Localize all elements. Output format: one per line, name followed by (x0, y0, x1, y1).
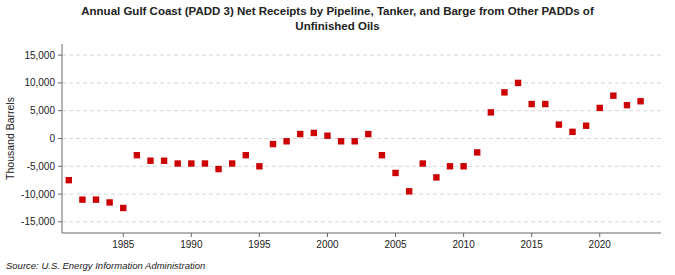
point (270, 141, 276, 147)
x-tick (191, 233, 192, 237)
point (433, 174, 439, 180)
x-tick-label: 1985 (112, 239, 135, 250)
source: Source: U.S. Energy Information Administ… (6, 260, 205, 271)
y-tick-label: -15,000 (21, 216, 55, 227)
point (93, 196, 99, 202)
point (66, 177, 72, 183)
y-tick (58, 55, 62, 56)
grid-line (62, 166, 661, 167)
point (528, 101, 534, 107)
title: Annual Gulf Coast (PADD 3) Net Receipts … (81, 5, 594, 17)
point (106, 199, 112, 205)
y-tick (58, 194, 62, 195)
point (297, 131, 303, 137)
y-tick (58, 221, 62, 222)
point (637, 98, 643, 104)
point (202, 160, 208, 166)
point (624, 102, 630, 108)
x-tick-label: 1990 (180, 239, 203, 250)
y-tick (58, 138, 62, 139)
point (188, 160, 194, 166)
x-tick-label: 2000 (316, 239, 339, 250)
y-tick-label: 10,000 (24, 77, 55, 88)
y-tick (58, 82, 62, 83)
grid-line (62, 194, 661, 195)
point (338, 138, 344, 144)
point (256, 163, 262, 169)
y-axis-line (62, 44, 63, 233)
point (406, 188, 412, 194)
point (79, 196, 85, 202)
y-tick (58, 110, 62, 111)
point (542, 101, 548, 107)
x-tick (327, 233, 328, 237)
x-tick-label: 1995 (248, 239, 271, 250)
y-tick-label: 0 (49, 133, 55, 144)
title: Unfinished Oils (295, 20, 379, 32)
x-tick (259, 233, 260, 237)
point (460, 163, 466, 169)
point (175, 160, 181, 166)
point (379, 152, 385, 158)
point (311, 130, 317, 136)
x-tick (531, 233, 532, 237)
point (215, 166, 221, 172)
grid-line (62, 110, 661, 111)
x-tick-label: 2005 (384, 239, 407, 250)
grid-line (62, 138, 661, 139)
point (488, 109, 494, 115)
y-tick-label: 15,000 (24, 50, 55, 61)
x-tick (599, 233, 600, 237)
point (447, 163, 453, 169)
grid-line (62, 221, 661, 222)
grid-line (62, 55, 661, 56)
page: {"chart_data": { "type": "scatter", "tit… (0, 0, 675, 275)
point (324, 133, 330, 139)
point (515, 80, 521, 86)
point (351, 138, 357, 144)
y-tick-label: -10,000 (21, 189, 55, 200)
x-tick-label: 2020 (589, 239, 612, 250)
point (147, 158, 153, 164)
axes: -15,000 -10,000 -5,000 0 5,000 10,000 15,000 19… (21, 44, 661, 250)
points (66, 80, 644, 211)
x-tick (395, 233, 396, 237)
point (610, 92, 616, 98)
point (583, 123, 589, 129)
y-tick-label: 5,000 (30, 105, 55, 116)
point (392, 170, 398, 176)
point (474, 149, 480, 155)
point (134, 152, 140, 158)
point (229, 160, 235, 166)
x-axis-line (62, 233, 661, 234)
point (420, 160, 426, 166)
point (365, 131, 371, 137)
point (120, 205, 126, 211)
chart: Annual Gulf Coast (PADD 3) Net Receipts … (0, 0, 675, 275)
point (556, 121, 562, 127)
y-tick (58, 166, 62, 167)
grid (62, 55, 661, 222)
point (243, 152, 249, 158)
x-tick (463, 233, 464, 237)
point (283, 138, 289, 144)
point (161, 158, 167, 164)
point (597, 105, 603, 111)
y-axis-label: Thousand Barrels (4, 97, 16, 180)
x-tick (123, 233, 124, 237)
point (501, 89, 507, 95)
grid-line (62, 82, 661, 83)
point (569, 129, 575, 135)
x-tick-label: 2010 (452, 239, 475, 250)
y-tick-label: -5,000 (27, 161, 56, 172)
x-tick-label: 2015 (521, 239, 544, 250)
